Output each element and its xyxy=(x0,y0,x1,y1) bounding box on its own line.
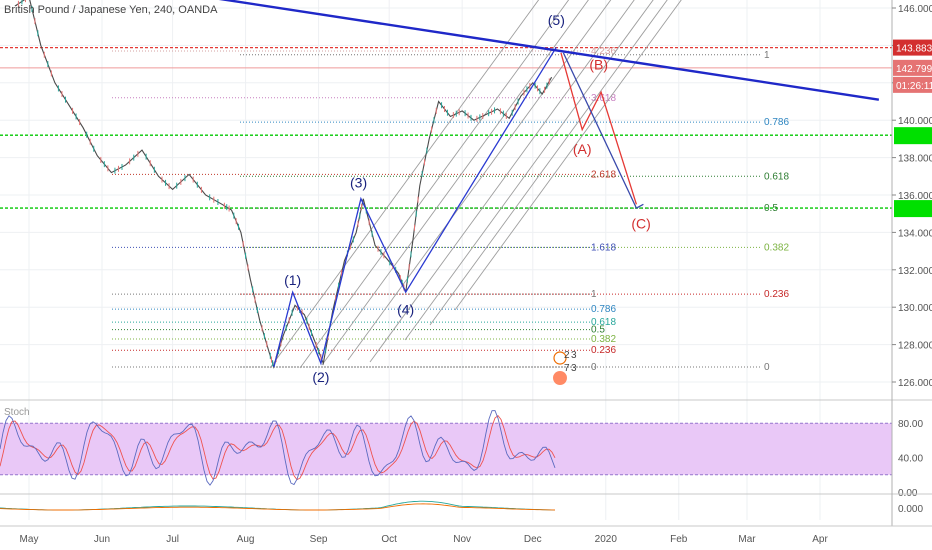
event-marker-icon xyxy=(553,351,567,365)
stoch-band xyxy=(0,423,892,475)
fib-lower-label: 0.618 xyxy=(591,317,616,328)
stoch-k-line xyxy=(0,410,556,486)
channel-line xyxy=(369,0,635,363)
wave-label: (1) xyxy=(284,272,301,288)
trend-line xyxy=(218,0,880,101)
fib-extension-label: 2.618 xyxy=(591,169,616,180)
price-tick-label: 132.000 xyxy=(898,266,932,277)
time-tick-label: Jun xyxy=(94,534,110,545)
price-tick-label: 134.000 xyxy=(898,228,932,239)
fib-extension-label: 4.236 xyxy=(591,46,616,57)
fib-retracement-label: 0.5 xyxy=(764,203,778,214)
stoch-label: Stoch xyxy=(4,407,30,418)
time-tick-label: Oct xyxy=(381,534,397,545)
price-tick-label: 138.000 xyxy=(898,154,932,165)
event-marker-label: 3 xyxy=(571,363,577,374)
stoch-tick-label: 40.00 xyxy=(898,454,923,465)
fib-extension-label: 1.618 xyxy=(591,242,616,253)
wave-label: (3) xyxy=(350,175,367,191)
price-badge xyxy=(893,59,932,76)
wave-label: (4) xyxy=(397,302,414,318)
stoch-tick-label: 80.00 xyxy=(898,419,923,430)
price-badge-label: 142.799 xyxy=(896,64,932,75)
wave-label: (2) xyxy=(312,369,329,385)
fib-retracement-label: 0.236 xyxy=(764,289,789,300)
fib-lower-label: 0.382 xyxy=(591,334,616,345)
channel-line xyxy=(454,0,682,311)
fib-lower-label: 0.5 xyxy=(591,325,605,336)
fib-retracement-label: 0.382 xyxy=(764,242,789,253)
fib-retracement-label: 0 xyxy=(764,362,770,373)
fib-retracement-label: 0.618 xyxy=(764,171,789,182)
channel-line xyxy=(429,0,668,326)
time-tick-label: Dec xyxy=(524,534,542,545)
event-marker-label: 2 xyxy=(564,350,570,361)
channel-line xyxy=(321,0,589,366)
price-tick-label: 130.000 xyxy=(898,303,932,314)
correction-red-path xyxy=(560,52,638,205)
support-badge xyxy=(894,127,932,145)
price-badge xyxy=(893,39,932,56)
time-tick-label: 2020 xyxy=(595,534,618,545)
fib-retracement-label: 1 xyxy=(764,50,770,61)
wave-label: (A) xyxy=(573,141,592,157)
macd-line xyxy=(0,500,555,511)
fib-extension-label: 3.618 xyxy=(591,93,616,104)
wave-label: (5) xyxy=(548,12,565,28)
time-tick-label: Mar xyxy=(738,534,756,545)
price-tick-label: 136.000 xyxy=(898,191,932,202)
chart-title: British Pound / Japanese Yen, 240, OANDA xyxy=(4,4,218,16)
event-marker-label: 7 xyxy=(564,363,570,374)
event-flag-icon xyxy=(553,371,567,385)
price-badge-label: 143.883 xyxy=(896,44,932,55)
fib-lower-label: 0.786 xyxy=(591,304,616,315)
correction-blue-path xyxy=(562,52,644,209)
fib-lower-label: 0 xyxy=(591,362,597,373)
time-tick-label: Nov xyxy=(453,534,471,545)
time-tick-label: Sep xyxy=(310,534,328,545)
channel-line xyxy=(269,0,540,369)
signal-line xyxy=(0,503,556,511)
price-tick-label: 128.000 xyxy=(898,341,932,352)
channel-line xyxy=(347,0,612,361)
price-badge xyxy=(893,76,932,93)
price-tick-label: 126.000 xyxy=(898,378,932,389)
wave-label: (C) xyxy=(631,216,650,232)
fib-retracement-label: 0.786 xyxy=(764,117,789,128)
macd-tick-label: 0.000 xyxy=(898,504,923,515)
channel-line xyxy=(404,0,654,341)
time-tick-label: Aug xyxy=(237,534,255,545)
price-tick-label: 140.000 xyxy=(898,116,932,127)
time-tick-label: May xyxy=(20,534,39,545)
channel-line xyxy=(299,0,570,369)
time-tick-label: Feb xyxy=(670,534,688,545)
fib-lower-label: 0.236 xyxy=(591,345,616,356)
price-badge-label: 01:26:11 xyxy=(896,81,932,92)
wave-label: (B) xyxy=(589,57,608,73)
support-badge xyxy=(894,200,932,218)
event-marker-label: 3 xyxy=(571,350,577,361)
time-tick-label: Jul xyxy=(166,534,179,545)
impulse-wave-path xyxy=(273,46,557,368)
fib-extension-label: 1 xyxy=(591,289,597,300)
price-tick-label: 146.000 xyxy=(898,4,932,15)
time-tick-label: Apr xyxy=(812,534,828,545)
